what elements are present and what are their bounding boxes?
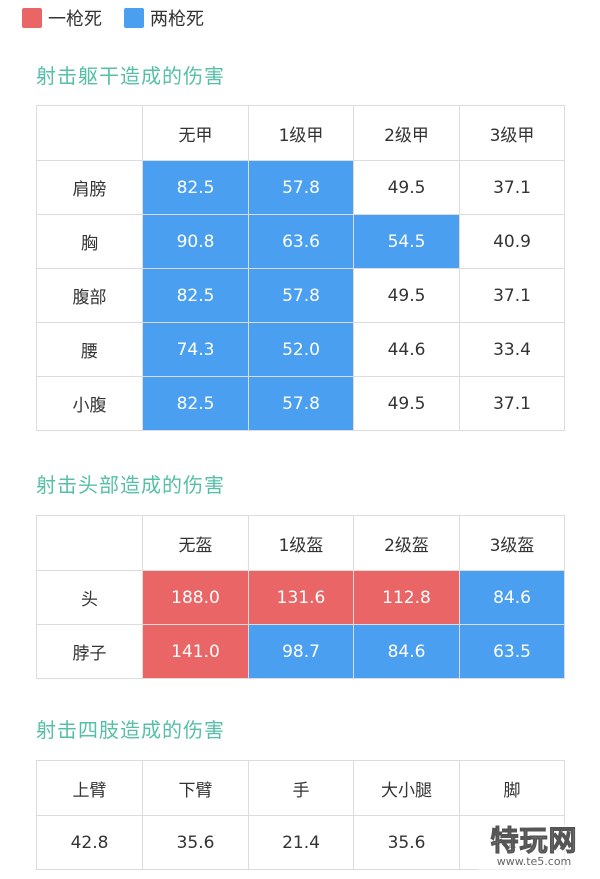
section-title-limbs: 射击四肢造成的伤害 [36, 718, 225, 742]
limbs-damage-table: 上臂 下臂 手 大小腿 脚 42.8 35.6 21.4 35.6 2 [36, 760, 565, 870]
header-cell: 手 [248, 760, 354, 816]
row-label: 肩膀 [36, 160, 143, 215]
damage-cell: 63.6 [248, 214, 354, 269]
legend-label: 一枪死 [48, 9, 102, 30]
table-row: 头 188.0 131.6 112.8 84.6 [36, 570, 565, 625]
table-row: 42.8 35.6 21.4 35.6 2 [36, 815, 565, 870]
damage-cell: 63.5 [459, 624, 565, 679]
damage-cell: 82.5 [142, 268, 249, 323]
damage-cell: 74.3 [142, 322, 249, 377]
legend-swatch-blue [124, 8, 144, 28]
table-row: 腰 74.3 52.0 44.6 33.4 [36, 322, 565, 377]
legend-label: 两枪死 [150, 9, 204, 30]
head-damage-table: 无盔 1级盔 2级盔 3级盔 头 188.0 131.6 112.8 84.6 … [36, 515, 565, 679]
damage-cell: 49.5 [353, 268, 460, 323]
header-cell: 1级甲 [248, 105, 354, 161]
legend-item-two-shot: 两枪死 [124, 5, 204, 31]
watermark-url: www.te5.com [496, 855, 572, 868]
damage-cell: 57.8 [248, 376, 354, 431]
damage-cell: 84.6 [459, 570, 565, 625]
header-cell [36, 515, 143, 571]
damage-cell: 112.8 [353, 570, 460, 625]
legend-swatch-red [22, 8, 42, 28]
table-row: 肩膀 82.5 57.8 49.5 37.1 [36, 160, 565, 215]
row-label: 腰 [36, 322, 143, 377]
damage-cell: 141.0 [142, 624, 249, 679]
damage-cell: 82.5 [142, 376, 249, 431]
table-row: 脖子 141.0 98.7 84.6 63.5 [36, 624, 565, 679]
header-cell: 脚 [459, 760, 565, 816]
damage-cell: 52.0 [248, 322, 354, 377]
damage-cell: 188.0 [142, 570, 249, 625]
damage-cell: 37.1 [459, 160, 565, 215]
header-cell: 大小腿 [353, 760, 460, 816]
section-title-head: 射击头部造成的伤害 [36, 473, 225, 497]
damage-cell: 54.5 [353, 214, 460, 269]
damage-cell: 57.8 [248, 160, 354, 215]
table-row: 小腹 82.5 57.8 49.5 37.1 [36, 376, 565, 431]
damage-cell: 35.6 [142, 815, 249, 870]
table-header-row: 无甲 1级甲 2级甲 3级甲 [36, 105, 565, 161]
table-row: 腹部 82.5 57.8 49.5 37.1 [36, 268, 565, 323]
header-cell: 上臂 [36, 760, 143, 816]
damage-cell: 49.5 [353, 376, 460, 431]
legend: 一枪死 两枪死 [22, 6, 226, 30]
damage-cell: 42.8 [36, 815, 143, 870]
row-label: 腹部 [36, 268, 143, 323]
header-cell: 2级甲 [353, 105, 460, 161]
damage-cell: 98.7 [248, 624, 354, 679]
header-cell: 无盔 [142, 515, 249, 571]
damage-cell: 21.4 [248, 815, 354, 870]
header-cell: 3级甲 [459, 105, 565, 161]
row-label: 头 [36, 570, 143, 625]
damage-cell: 131.6 [248, 570, 354, 625]
torso-damage-table: 无甲 1级甲 2级甲 3级甲 肩膀 82.5 57.8 49.5 37.1 胸 … [36, 105, 565, 431]
header-cell: 2级盔 [353, 515, 460, 571]
legend-item-one-shot: 一枪死 [22, 5, 102, 31]
header-cell: 3级盔 [459, 515, 565, 571]
damage-cell: 44.6 [353, 322, 460, 377]
damage-cell: 84.6 [353, 624, 460, 679]
table-header-row: 上臂 下臂 手 大小腿 脚 [36, 760, 565, 816]
table-header-row: 无盔 1级盔 2级盔 3级盔 [36, 515, 565, 571]
damage-cell: 33.4 [459, 322, 565, 377]
section-title-torso: 射击躯干造成的伤害 [36, 64, 225, 88]
header-cell [36, 105, 143, 161]
header-cell: 1级盔 [248, 515, 354, 571]
row-label: 小腹 [36, 376, 143, 431]
damage-cell: 37.1 [459, 376, 565, 431]
damage-cell: 40.9 [459, 214, 565, 269]
header-cell: 无甲 [142, 105, 249, 161]
damage-cell: 57.8 [248, 268, 354, 323]
header-cell: 下臂 [142, 760, 249, 816]
row-label: 脖子 [36, 624, 143, 679]
row-label: 胸 [36, 214, 143, 269]
damage-cell: 49.5 [353, 160, 460, 215]
damage-cell: 35.6 [353, 815, 460, 870]
damage-cell: 90.8 [142, 214, 249, 269]
damage-cell: 37.1 [459, 268, 565, 323]
table-row: 胸 90.8 63.6 54.5 40.9 [36, 214, 565, 269]
damage-cell: 82.5 [142, 160, 249, 215]
watermark: 特玩网 www.te5.com [478, 822, 590, 872]
watermark-logo: 特玩网 [490, 824, 578, 857]
